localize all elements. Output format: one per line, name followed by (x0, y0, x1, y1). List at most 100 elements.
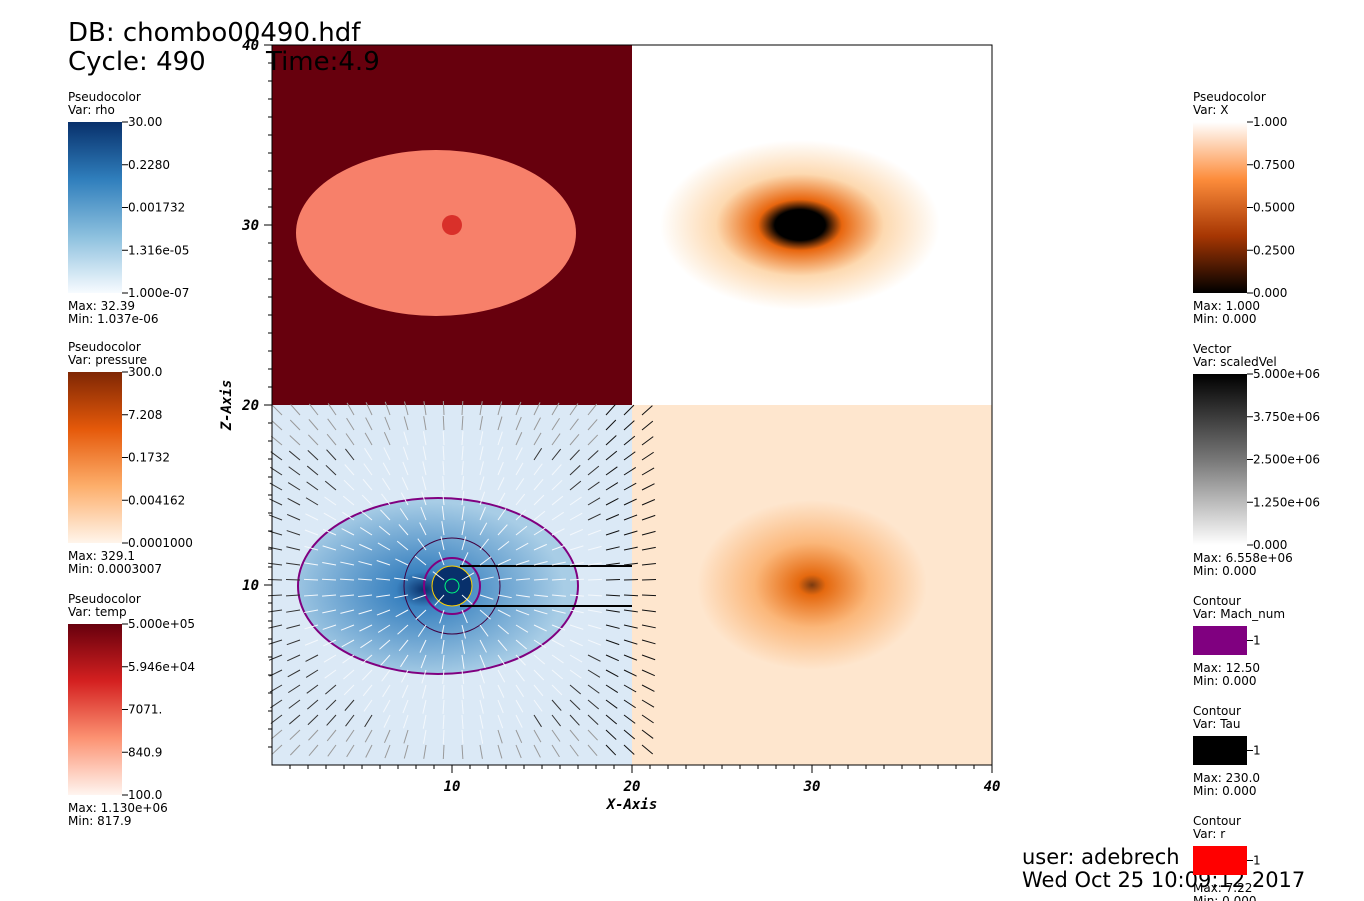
vector-arrow (533, 479, 544, 491)
vector-arrow (641, 744, 654, 755)
vector-arrow (442, 669, 445, 684)
vector-arrow (623, 451, 636, 461)
vector-arrow (268, 514, 283, 521)
legend-var: Var: rho (68, 103, 115, 117)
vector-arrow (497, 558, 511, 566)
vector-arrow (442, 461, 445, 476)
legend-tick-label: 1.250e+06 (1253, 495, 1320, 509)
vector-arrow (377, 624, 391, 633)
vector-arrow (515, 416, 522, 431)
vector-arrow (345, 729, 355, 742)
vector-arrow (641, 467, 655, 476)
vector-arrow (358, 560, 373, 566)
vector-arrow (305, 654, 319, 662)
time: Time:4.9 (265, 47, 380, 77)
vector-arrow (479, 431, 484, 446)
vector-arrow (346, 744, 355, 758)
vector-arrow (533, 527, 547, 536)
vector-arrow (623, 624, 638, 629)
vector-arrow (326, 433, 337, 446)
x-blob (660, 140, 940, 310)
vector-arrow (605, 669, 619, 678)
vector-arrow (623, 514, 638, 521)
vector-arrow (551, 544, 566, 551)
legend-tick-label: 840.9 (128, 745, 162, 759)
vector-arrow (569, 699, 581, 711)
vector-arrow (587, 639, 602, 646)
vector-arrow (461, 699, 464, 714)
y-tick-label: 10 (242, 578, 259, 594)
vector-arrow (420, 506, 427, 521)
vector-arrow (515, 447, 523, 461)
vector-arrow (461, 714, 464, 729)
vector-arrow (497, 639, 508, 651)
legend-var: Var: pressure (68, 353, 147, 367)
y-tick-label: 20 (241, 398, 259, 414)
vector-arrow (533, 402, 541, 416)
vector-arrow (605, 530, 620, 536)
vector-arrow (569, 639, 583, 647)
vector-arrow (345, 714, 355, 727)
vector-arrow (343, 684, 355, 696)
vector-arrow (381, 669, 391, 682)
legend-tick-label: 0.2500 (1253, 243, 1295, 257)
vector-arrow (641, 483, 655, 491)
vector-arrow (587, 699, 600, 710)
vector-arrow (403, 714, 409, 729)
vector-arrow (461, 506, 465, 521)
vector-arrow (442, 684, 445, 699)
vector-arrow (306, 481, 319, 491)
vector-arrow (569, 684, 582, 695)
vector-arrow (287, 497, 301, 506)
vector-arrow (322, 609, 337, 614)
vector-arrow (442, 491, 445, 506)
vector-arrow (587, 481, 600, 491)
vector-arrow (340, 561, 355, 566)
vector-arrow (479, 699, 484, 714)
vector-arrow (479, 461, 484, 476)
vector-arrow (339, 578, 355, 581)
legend-tick-label: 1 (1253, 744, 1261, 758)
vector-arrow (398, 639, 409, 652)
vector-arrow (442, 476, 445, 491)
vector-arrow (623, 609, 638, 613)
vector-arrow (342, 511, 355, 521)
vector-arrow (434, 594, 445, 606)
x-tick-label: 10 (444, 779, 461, 795)
vector-arrow (533, 639, 546, 649)
vector-arrow (341, 639, 355, 648)
vector-arrow (587, 684, 600, 694)
vector-arrow (497, 669, 506, 683)
vector-arrow (461, 624, 466, 639)
vector-arrow (479, 401, 483, 416)
vector-arrow (533, 744, 541, 758)
vector-arrow (479, 669, 485, 684)
vector-arrow (533, 561, 548, 566)
y-axis-label: Z-Axis (219, 380, 235, 432)
vector-arrow (605, 514, 620, 521)
vector-arrow (305, 513, 319, 521)
vector-arrow (515, 639, 528, 650)
vector-arrow (308, 744, 319, 757)
vector-arrow (322, 624, 337, 630)
vector-arrow (422, 461, 427, 476)
vector-arrow (641, 420, 654, 431)
vector-arrow (515, 478, 525, 491)
legend-tick-label: 0.5000 (1253, 201, 1295, 215)
contour-ring (403, 537, 501, 635)
vector-arrow (479, 556, 492, 566)
vector-arrow (623, 466, 637, 476)
vector-arrow (421, 476, 427, 491)
vector-arrow (641, 451, 654, 461)
vector-arrow (461, 654, 465, 669)
legend-colorbar (68, 122, 122, 293)
vector-arrow (423, 401, 427, 416)
vector-arrow (461, 491, 465, 506)
vector-arrow (569, 624, 584, 630)
vector-arrow (533, 543, 548, 551)
vector-arrow (605, 562, 620, 566)
legend-var: Var: Tau (1193, 717, 1241, 731)
vector-arrow (461, 521, 466, 536)
vector-arrow (623, 420, 635, 431)
vector-arrow (270, 714, 283, 724)
